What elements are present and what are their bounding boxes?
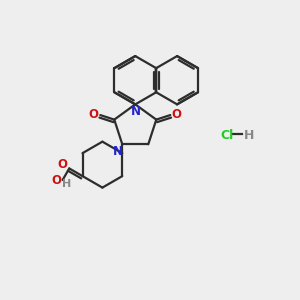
Text: N: N bbox=[131, 105, 141, 118]
Text: N: N bbox=[113, 145, 123, 158]
Text: O: O bbox=[172, 108, 182, 121]
Text: O: O bbox=[57, 158, 67, 171]
Text: O: O bbox=[51, 174, 61, 187]
Text: Cl: Cl bbox=[221, 129, 234, 142]
Text: H: H bbox=[244, 129, 255, 142]
Text: O: O bbox=[89, 108, 99, 121]
Text: H: H bbox=[61, 179, 71, 189]
